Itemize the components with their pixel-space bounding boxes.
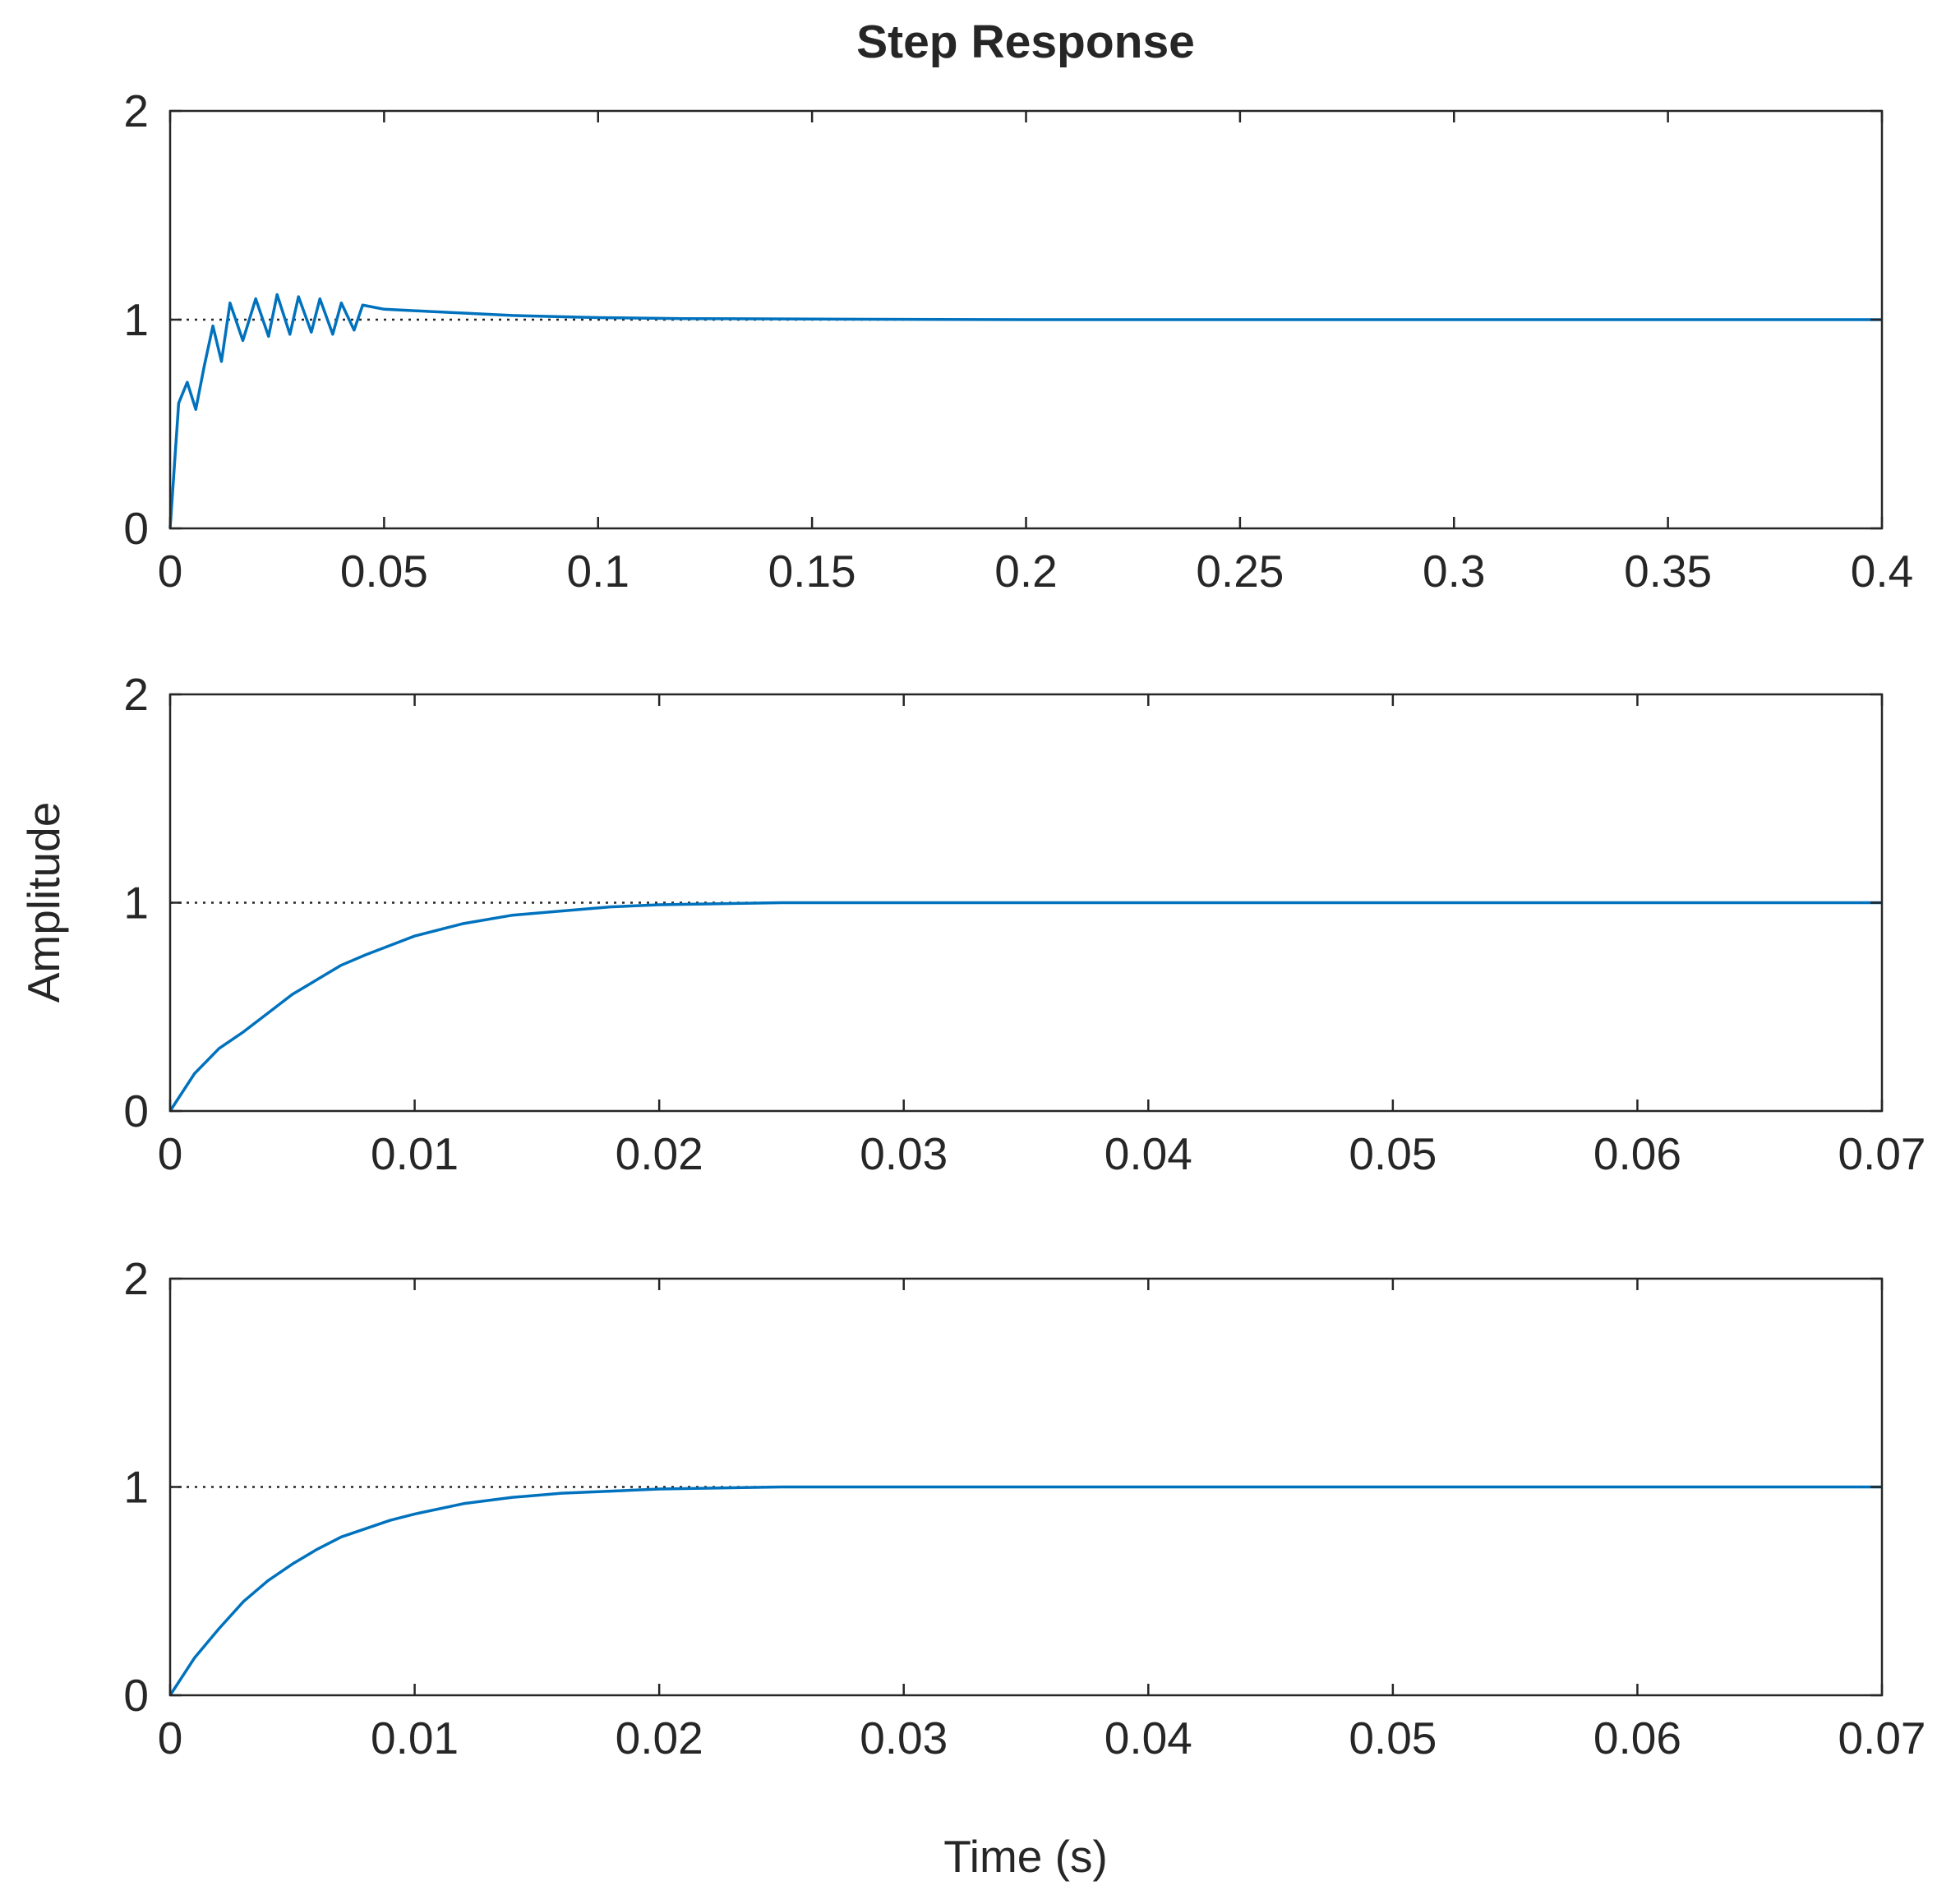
subplots-container: 0 0.05 0.1 0.15 0.2 0.25 0.3 0.35 0.4 0 1 2 0 0.01 0.0… — [123, 85, 1925, 1763]
x-tick-label-3-6: 0.06 — [1593, 1713, 1681, 1763]
x-axis-label: Time (s) — [943, 1831, 1108, 1882]
y-tick-label-2-2: 2 — [123, 669, 149, 720]
x-tick-label-2-5: 0.05 — [1349, 1128, 1437, 1179]
y-tick-label-3-0: 0 — [123, 1670, 149, 1721]
y-tick-label-1-2: 2 — [123, 85, 149, 136]
y-tick-label-1-0: 0 — [123, 503, 149, 554]
x-tick-label-1-6: 0.3 — [1423, 546, 1485, 597]
x-tick-label-2-0: 0 — [158, 1128, 183, 1179]
y-tick-label-2-1: 1 — [123, 878, 149, 929]
x-tick-label-1-7: 0.35 — [1624, 546, 1712, 597]
y-tick-label-3-1: 1 — [123, 1462, 149, 1513]
y-tick-label-3-2: 2 — [123, 1253, 149, 1304]
subplot-1: 0 0.05 0.1 0.15 0.2 0.25 0.3 0.35 0.4 0 1 2 — [123, 85, 1913, 597]
x-tick-label-2-4: 0.04 — [1105, 1128, 1192, 1179]
x-tick-label-3-1: 0.01 — [371, 1713, 459, 1763]
subplot-2: 0 0.01 0.02 0.03 0.04 0.05 0.06 0.07 0 1 2 — [123, 669, 1925, 1179]
response-line-2 — [168, 901, 1882, 1112]
x-tick-label-1-2: 0.1 — [567, 546, 630, 597]
x-tick-label-2-1: 0.01 — [371, 1128, 459, 1179]
response-line-1 — [168, 293, 1882, 529]
x-tick-label-3-3: 0.03 — [860, 1713, 948, 1763]
response-line-3 — [168, 1485, 1882, 1696]
figure-title: Step Response — [856, 16, 1195, 68]
x-tick-label-3-7: 0.07 — [1838, 1713, 1925, 1763]
x-tick-label-1-0: 0 — [158, 546, 183, 597]
x-tick-label-1-1: 0.05 — [340, 546, 428, 597]
x-tick-label-1-5: 0.25 — [1196, 546, 1284, 597]
y-axis-label: Amplitude — [18, 802, 69, 1003]
x-tick-label-1-4: 0.2 — [994, 546, 1057, 597]
x-tick-label-3-5: 0.05 — [1349, 1713, 1437, 1763]
x-tick-label-3-4: 0.04 — [1105, 1713, 1192, 1763]
x-tick-label-2-7: 0.07 — [1838, 1128, 1925, 1179]
y-tick-label-1-1: 1 — [123, 294, 149, 345]
subplot-3: 0 0.01 0.02 0.03 0.04 0.05 0.06 0.07 0 1 2 — [123, 1253, 1925, 1763]
x-tick-label-1-8: 0.4 — [1851, 546, 1913, 597]
x-tick-label-2-3: 0.03 — [860, 1128, 948, 1179]
x-tick-label-3-0: 0 — [158, 1713, 183, 1763]
y-tick-label-2-0: 0 — [123, 1086, 149, 1136]
x-tick-label-2-6: 0.06 — [1593, 1128, 1681, 1179]
x-tick-label-2-2: 0.02 — [616, 1128, 703, 1179]
x-tick-label-1-3: 0.15 — [768, 546, 856, 597]
x-tick-label-3-2: 0.02 — [616, 1713, 703, 1763]
